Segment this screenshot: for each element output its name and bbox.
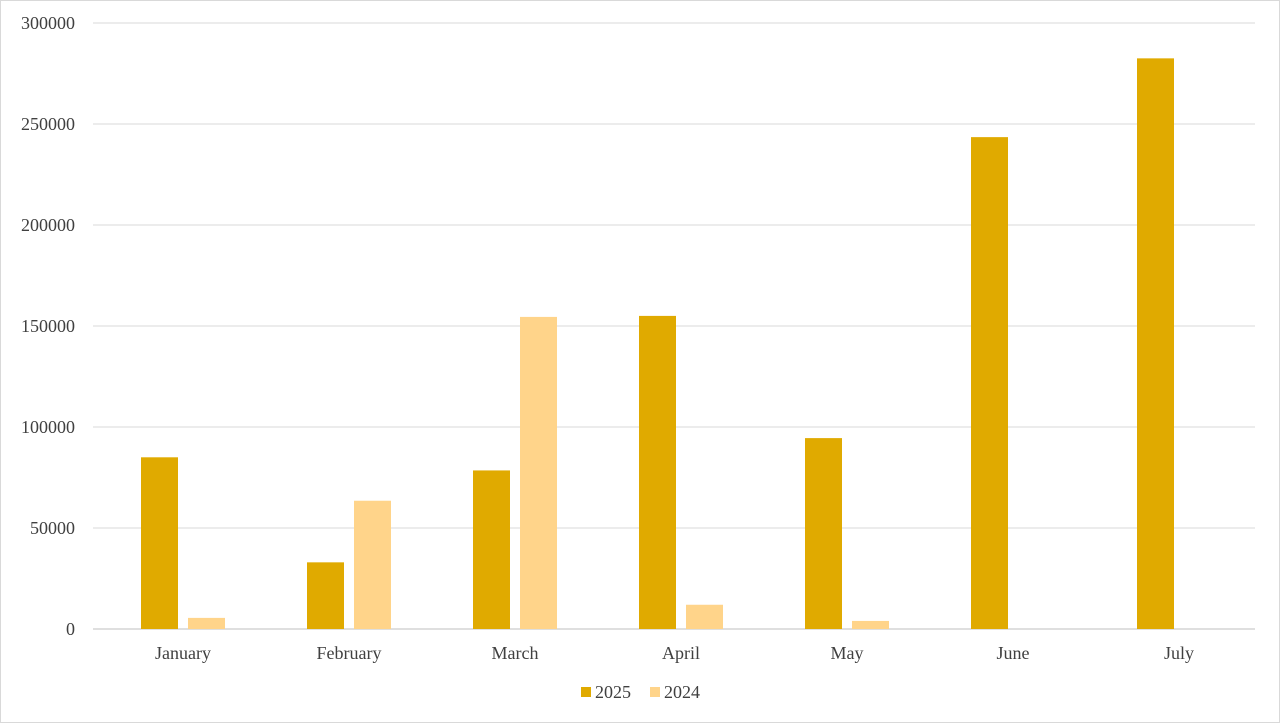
x-tick-label: February	[317, 643, 382, 663]
bar-2024-february	[354, 500, 391, 629]
bar-2025-may	[805, 438, 842, 629]
y-tick-label: 100000	[21, 417, 75, 437]
bar-2025-july	[1137, 58, 1174, 630]
bar-2025-june	[971, 137, 1008, 629]
bars	[141, 58, 1174, 630]
x-tick-label: March	[492, 643, 539, 663]
x-tick-label: July	[1164, 643, 1194, 663]
x-axis-ticks: January February March April May June July	[155, 643, 1194, 663]
y-tick-label: 0	[66, 619, 75, 639]
y-tick-label: 50000	[30, 518, 75, 538]
y-tick-label: 250000	[21, 114, 75, 134]
y-tick-label: 300000	[21, 13, 75, 33]
x-tick-label: June	[997, 643, 1030, 663]
x-tick-label: January	[155, 643, 211, 663]
y-axis-ticks: 0 50000 100000 150000 200000 250000 300000	[21, 13, 75, 639]
bar-2024-may	[852, 620, 889, 629]
y-tick-label: 200000	[21, 215, 75, 235]
bar-2025-january	[141, 457, 178, 629]
bar-2024-april	[686, 604, 723, 629]
bar-2025-april	[639, 315, 676, 629]
legend-label-2024: 2024	[664, 682, 700, 702]
legend: 2025 2024	[581, 682, 700, 702]
legend-label-2025: 2025	[595, 682, 631, 702]
y-tick-label: 150000	[21, 316, 75, 336]
bar-2024-january	[188, 617, 225, 629]
bar-2025-march	[473, 470, 510, 629]
bar-2025-february	[307, 562, 344, 629]
x-tick-label: May	[831, 643, 864, 663]
bar-2024-march	[520, 316, 557, 629]
x-tick-label: April	[662, 643, 700, 663]
legend-swatch-2024	[650, 687, 660, 697]
legend-swatch-2025	[581, 687, 591, 697]
